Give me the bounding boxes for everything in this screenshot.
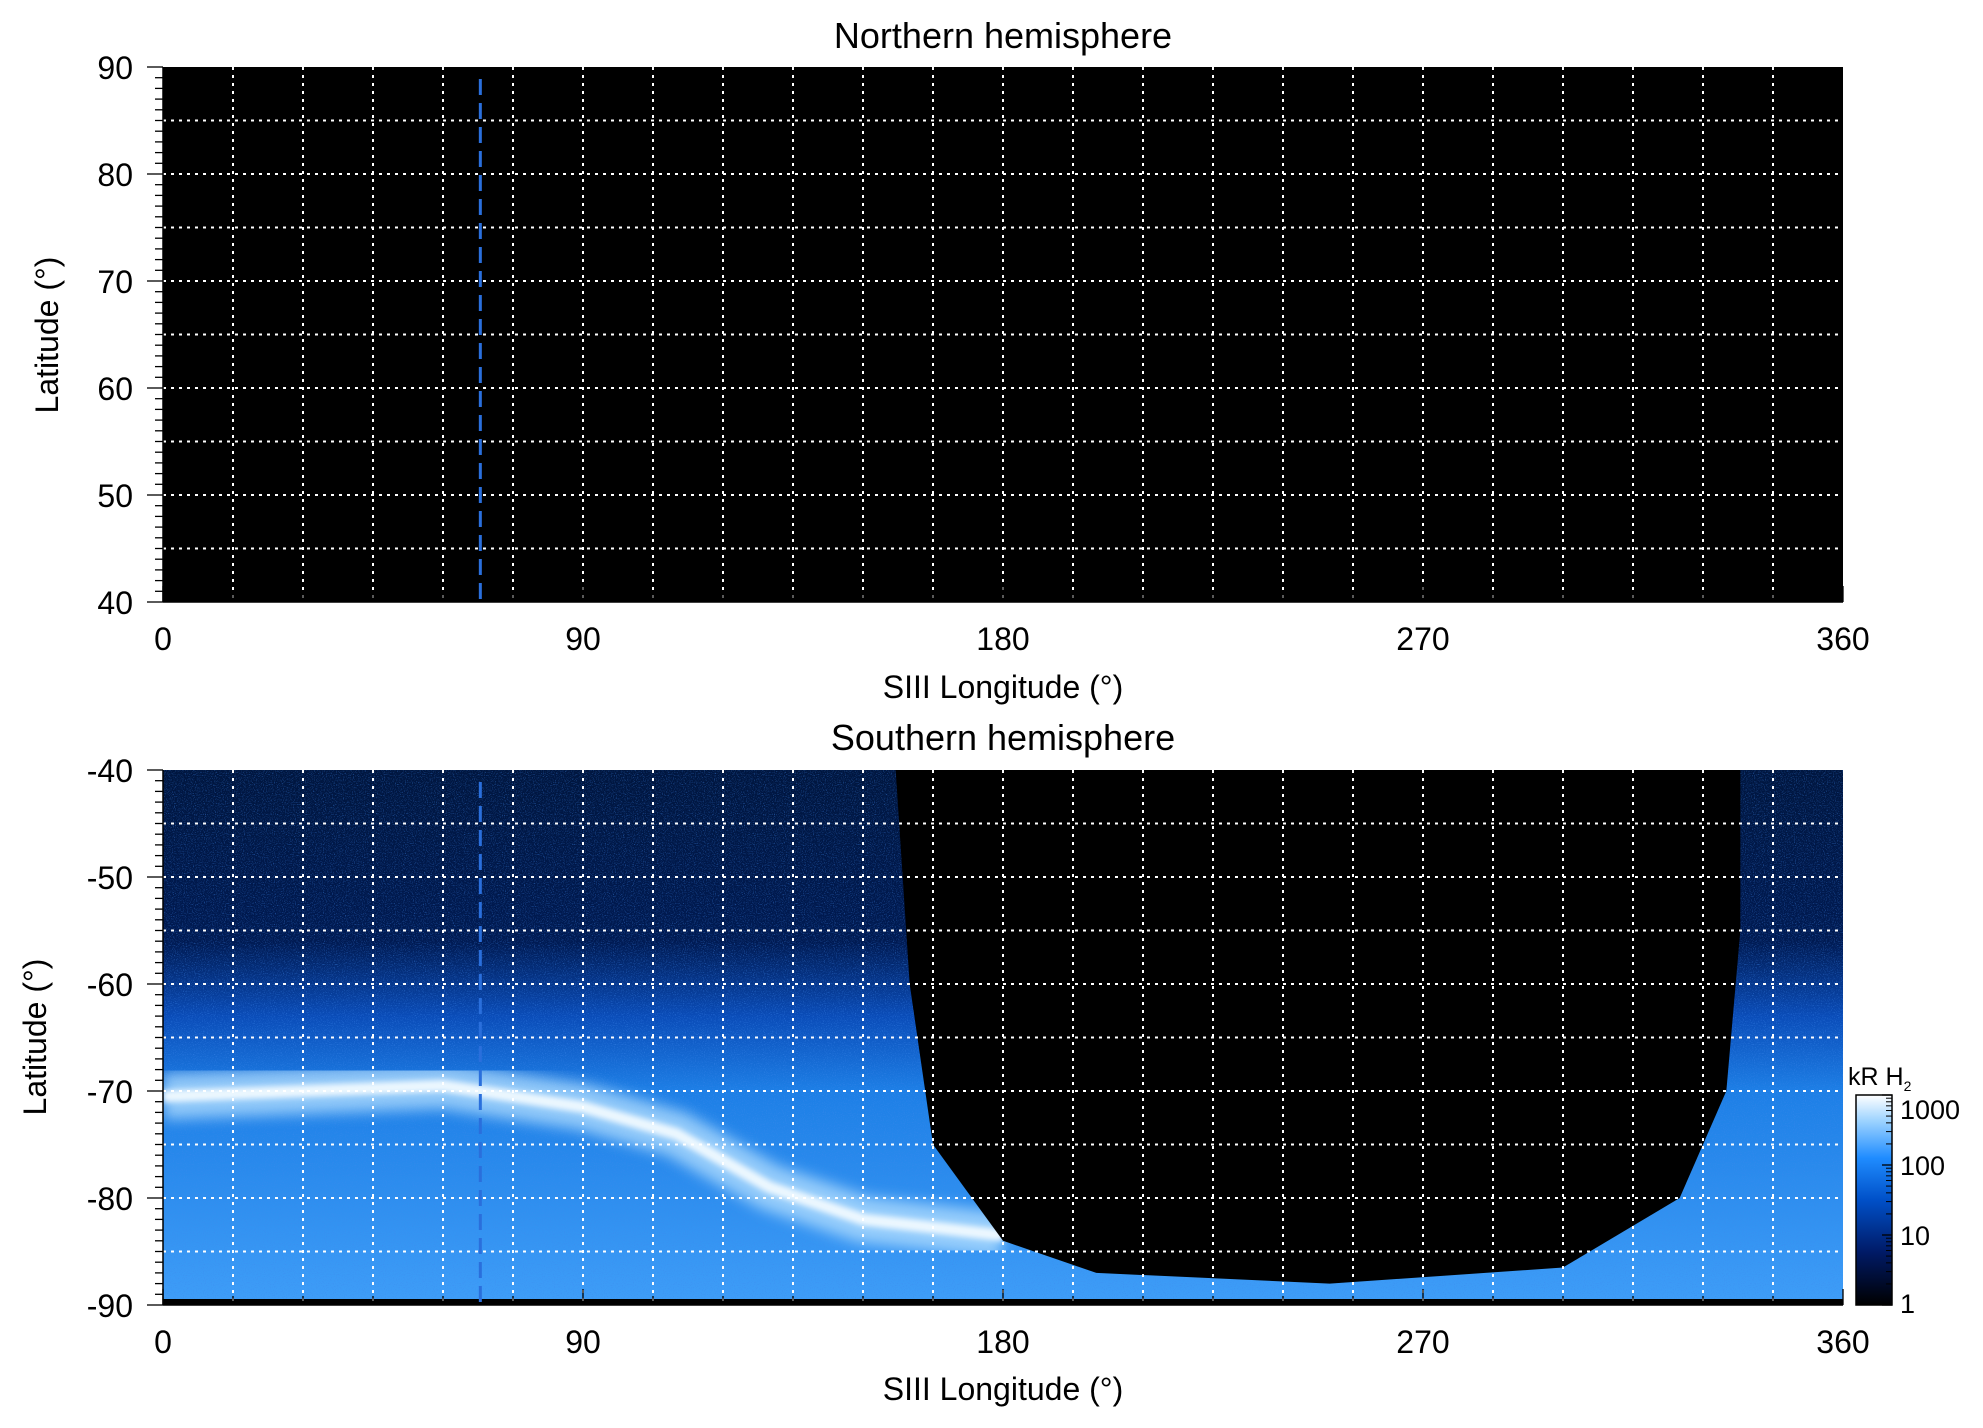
x-tick-label: 270 [1396,621,1449,657]
south-x-ticks: 0 90 180 270 360 [154,1289,1870,1360]
y-tick-label: -80 [87,1181,133,1217]
north-panel: Northern hemisphere 40 50 60 70 80 90 0 90 180 2… [29,15,1870,705]
north-grid [162,67,1843,603]
colorbar-label: kR H2 [1848,1063,1912,1094]
north-title: Northern hemisphere [834,15,1172,56]
y-tick-label: -90 [87,1288,133,1324]
south-grid [162,770,1843,1306]
x-tick-label: 90 [565,1324,601,1360]
y-tick-label: 60 [97,371,133,407]
y-tick-label: 40 [97,585,133,621]
colorbar-tick-label: 1000 [1900,1095,1960,1125]
north-y-ticks: 40 50 60 70 80 90 [97,50,163,621]
colorbar-ticks: 1000 100 10 1 [1882,1094,1960,1319]
x-tick-label: 90 [565,621,601,657]
south-title: Southern hemisphere [831,717,1175,758]
colorbar-scale [1855,1094,1893,1306]
north-y-axis-label: Latitude (°) [29,257,65,414]
y-tick-label: -50 [87,860,133,896]
x-tick-label: 180 [976,621,1029,657]
colorbar: kR H2 1000 100 10 1 [1848,1063,1960,1319]
x-tick-label: 0 [154,621,172,657]
colorbar-tick-label: 1 [1900,1289,1915,1319]
y-tick-label: -70 [87,1074,133,1110]
y-tick-label: 50 [97,478,133,514]
y-tick-label: -40 [87,753,133,789]
colorbar-tick-label: 100 [1900,1151,1945,1181]
y-tick-label: 80 [97,157,133,193]
x-tick-label: 180 [976,1324,1029,1360]
x-tick-label: 270 [1396,1324,1449,1360]
south-panel: Southern hemisphere -90 -80 -70 -60 -50 -40 0… [17,717,1960,1407]
x-tick-label: 360 [1816,621,1869,657]
south-y-ticks: -90 -80 -70 -60 -50 -40 [87,753,163,1324]
y-tick-label: 90 [97,50,133,86]
north-x-axis-label: SIII Longitude (°) [883,669,1123,705]
south-unobserved-region [895,770,1741,1284]
y-tick-label: 70 [97,264,133,300]
south-main-oval [163,1079,1004,1242]
y-tick-label: -60 [87,967,133,1003]
north-x-ticks: 0 90 180 270 360 [154,586,1870,657]
colorbar-tick-label: 10 [1900,1221,1930,1251]
south-x-axis-label: SIII Longitude (°) [883,1371,1123,1407]
x-tick-label: 0 [154,1324,172,1360]
x-tick-label: 360 [1816,1324,1869,1360]
south-y-axis-label: Latitude (°) [17,959,53,1116]
